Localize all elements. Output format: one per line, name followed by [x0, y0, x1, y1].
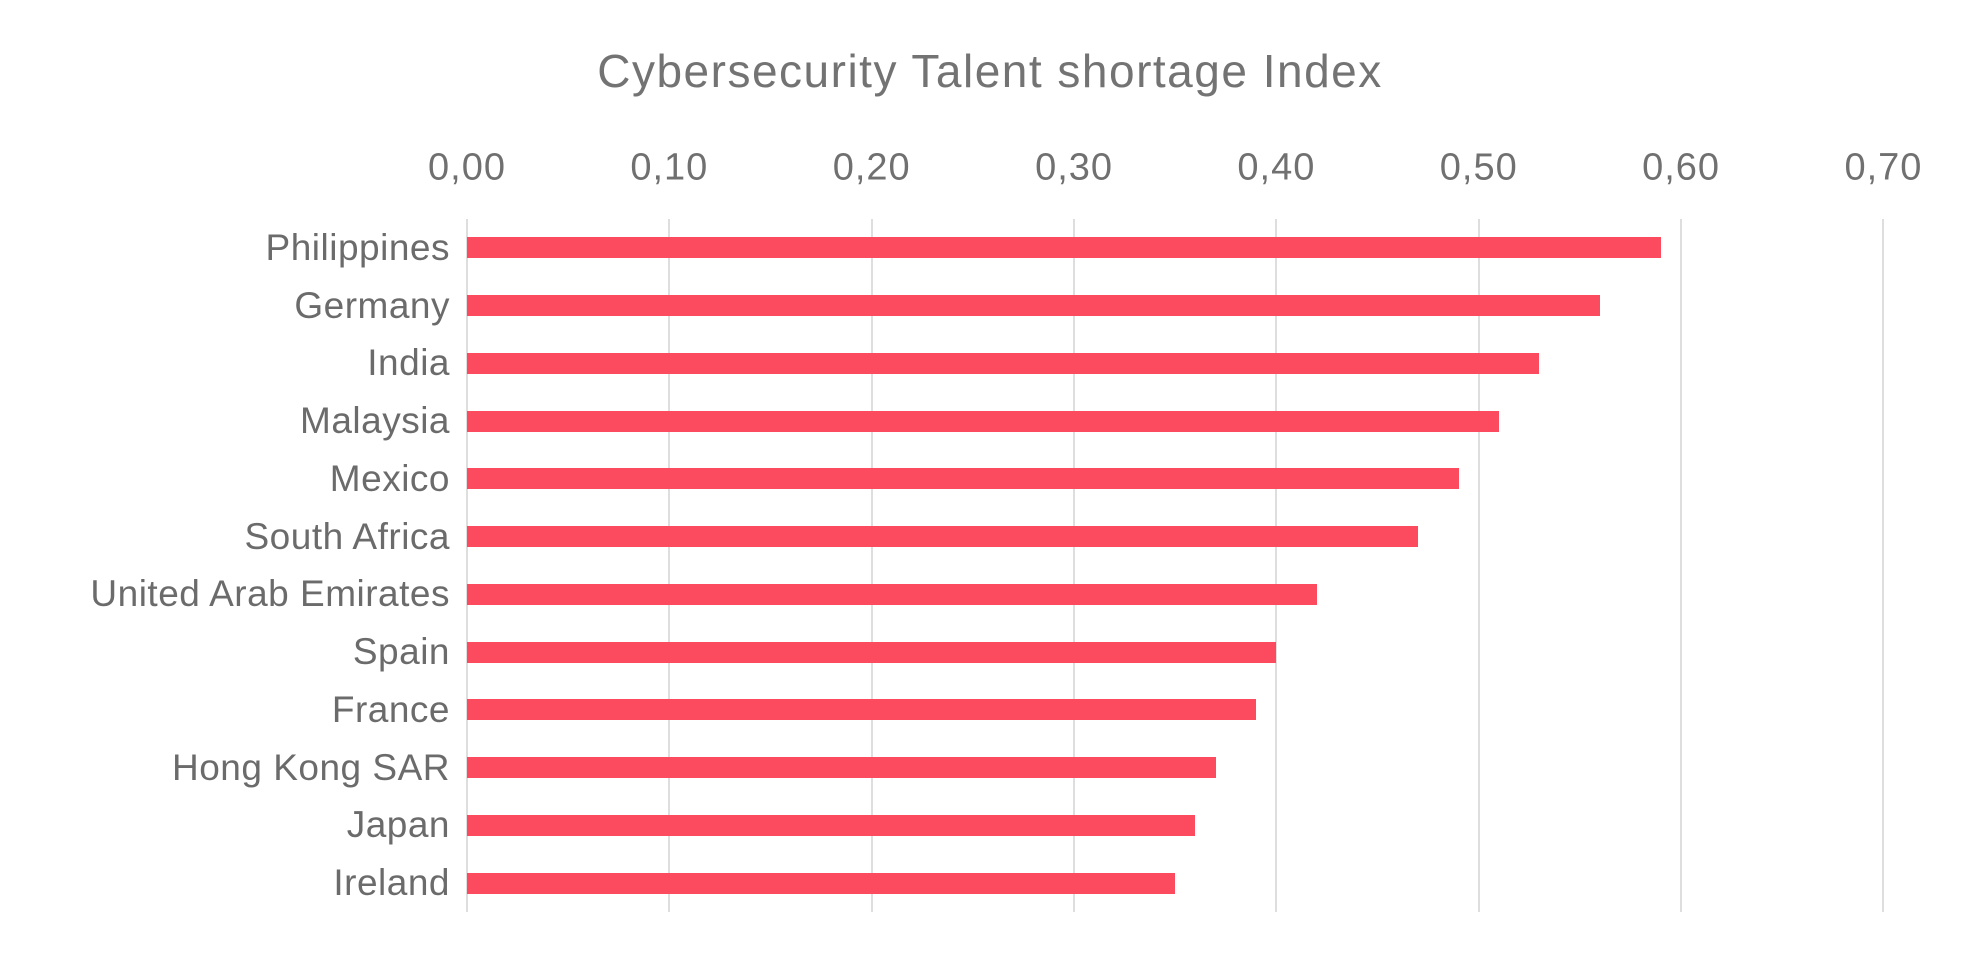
- bar: [467, 699, 1257, 721]
- category-label: South Africa: [244, 515, 450, 557]
- bar: [467, 295, 1601, 317]
- x-axis-tick-label: 0,40: [1237, 146, 1316, 189]
- x-axis-tick-label: 0,50: [1439, 146, 1518, 189]
- gridline: [1073, 219, 1076, 912]
- x-axis-tick-label: 0,70: [1844, 146, 1923, 189]
- bar: [467, 583, 1317, 605]
- gridline: [1275, 219, 1278, 912]
- category-label: Ireland: [333, 862, 450, 904]
- bar: [467, 526, 1419, 548]
- bar: [467, 468, 1459, 490]
- x-axis-tick-label: 0,00: [428, 146, 506, 189]
- category-label: Spain: [352, 631, 450, 673]
- gridline: [1477, 219, 1480, 912]
- x-axis-tick-label: 0,30: [1035, 146, 1114, 189]
- gridline: [1680, 219, 1683, 912]
- gridline: [668, 219, 671, 912]
- x-axis-tick-label: 0,60: [1642, 146, 1721, 189]
- bar: [467, 410, 1499, 432]
- bar: [467, 757, 1216, 779]
- bar: [467, 352, 1540, 374]
- category-label: Hong Kong SAR: [171, 746, 450, 788]
- gridline: [870, 219, 873, 912]
- bar: [467, 641, 1277, 663]
- x-axis-tick-label: 0,10: [630, 146, 709, 189]
- x-axis-tick-label: 0,20: [832, 146, 911, 189]
- gridline: [1882, 219, 1885, 912]
- bar: [467, 814, 1196, 836]
- category-label: France: [331, 688, 450, 730]
- category-label: Mexico: [329, 457, 450, 499]
- y-axis-line: [466, 219, 468, 912]
- category-label: Japan: [346, 804, 450, 846]
- category-label: Philippines: [265, 226, 450, 268]
- plot-area: [466, 219, 1980, 912]
- category-label: United Arab Emirates: [90, 573, 450, 615]
- category-label: Malaysia: [300, 400, 450, 442]
- category-label: India: [367, 342, 450, 384]
- category-label: Germany: [294, 284, 450, 326]
- chart-title: Cybersecurity Talent shortage Index: [597, 45, 1383, 97]
- bar: [467, 237, 1661, 259]
- bar: [467, 872, 1176, 894]
